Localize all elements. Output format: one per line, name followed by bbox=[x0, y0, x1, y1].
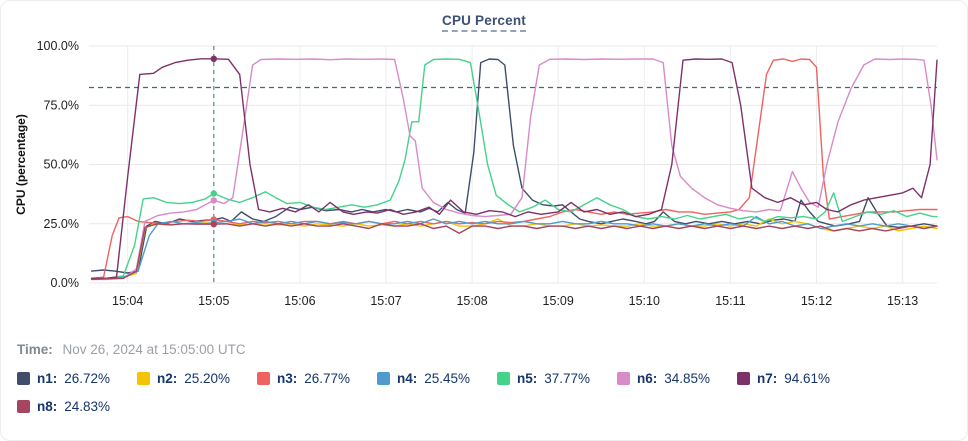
series-n7-line bbox=[90, 58, 938, 280]
x-tick-label: 15:08 bbox=[456, 294, 487, 308]
legend-swatch bbox=[377, 372, 390, 385]
cursor-marker-n8 bbox=[210, 221, 217, 228]
legend-item-n5[interactable]: n5: 37.77% bbox=[497, 371, 617, 386]
legend-item-n2[interactable]: n2: 25.20% bbox=[137, 371, 257, 386]
legend-series-value: 34.85% bbox=[664, 371, 711, 386]
cursor-time-row: Time: Nov 26, 2024 at 15:05:00 UTC bbox=[17, 342, 967, 357]
legend-series-name: n4: bbox=[397, 371, 418, 386]
legend-series-name: n1: bbox=[37, 371, 58, 386]
legend-swatch bbox=[497, 372, 510, 385]
y-tick-label: 0.0% bbox=[51, 276, 80, 290]
legend-swatch bbox=[737, 372, 750, 385]
series-n8-line bbox=[90, 223, 938, 281]
y-tick-label: 100.0% bbox=[37, 39, 79, 53]
legend-item-n1[interactable]: n1: 26.72% bbox=[17, 371, 137, 386]
legend-series-value: 37.77% bbox=[544, 371, 591, 386]
legend-series-value: 25.20% bbox=[184, 371, 231, 386]
cursor-marker-n6 bbox=[210, 197, 217, 204]
legend-series-name: n2: bbox=[157, 371, 178, 386]
chart-title[interactable]: CPU Percent bbox=[442, 13, 526, 32]
legend-swatch bbox=[17, 400, 30, 413]
series-n3-line bbox=[90, 58, 938, 280]
cursor-marker-n7 bbox=[210, 55, 217, 62]
y-tick-label: 25.0% bbox=[44, 217, 79, 231]
cpu-percent-chart[interactable]: 0.0% 25.0% 50.0% 75.0% 100.0% 15:04 15:05 15:06… bbox=[1, 38, 968, 314]
x-tick-label: 15:12 bbox=[801, 294, 832, 308]
legend-swatch bbox=[137, 372, 150, 385]
x-tick-label: 15:07 bbox=[370, 294, 401, 308]
legend-series-value: 25.45% bbox=[424, 371, 471, 386]
y-tick-label: 75.0% bbox=[44, 98, 79, 112]
time-value: Nov 26, 2024 at 15:05:00 UTC bbox=[62, 342, 246, 357]
series-n5-line bbox=[90, 58, 938, 280]
legend-series-value: 94.61% bbox=[784, 371, 831, 386]
legend-series-name: n6: bbox=[637, 371, 658, 386]
series-n6-line bbox=[90, 58, 938, 281]
legend-item-n6[interactable]: n6: 34.85% bbox=[617, 371, 737, 386]
legend-swatch bbox=[257, 372, 270, 385]
y-axis-label: CPU (percentage) bbox=[14, 114, 28, 215]
legend-series-name: n3: bbox=[277, 371, 298, 386]
cursor-marker-n5 bbox=[210, 190, 217, 197]
legend-series-value: 24.83% bbox=[64, 399, 111, 414]
legend-swatch bbox=[617, 372, 630, 385]
legend-swatch bbox=[17, 372, 30, 385]
legend-series-value: 26.72% bbox=[64, 371, 111, 386]
time-label: Time: bbox=[17, 342, 53, 357]
legend-series-value: 26.77% bbox=[304, 371, 351, 386]
x-tick-label: 15:13 bbox=[887, 294, 918, 308]
chart-legend: n1: 26.72% n2: 25.20% n3: 26.77% n4: 25.… bbox=[17, 371, 953, 414]
legend-item-n3[interactable]: n3: 26.77% bbox=[257, 371, 377, 386]
legend-series-name: n7: bbox=[757, 371, 778, 386]
legend-item-n8[interactable]: n8: 24.83% bbox=[17, 399, 137, 414]
x-tick-label: 15:06 bbox=[284, 294, 315, 308]
x-tick-label: 15:04 bbox=[112, 294, 143, 308]
x-tick-label: 15:05 bbox=[198, 294, 229, 308]
x-tick-label: 15:10 bbox=[629, 294, 660, 308]
x-tick-label: 15:09 bbox=[543, 294, 574, 308]
x-tick-label: 15:11 bbox=[715, 294, 745, 308]
legend-series-name: n5: bbox=[517, 371, 538, 386]
legend-series-name: n8: bbox=[37, 399, 58, 414]
y-tick-label: 50.0% bbox=[44, 158, 79, 172]
legend-item-n4[interactable]: n4: 25.45% bbox=[377, 371, 497, 386]
legend-item-n7[interactable]: n7: 94.61% bbox=[737, 371, 857, 386]
series-n1-line bbox=[90, 58, 938, 274]
panel-header: CPU Percent bbox=[1, 13, 967, 32]
